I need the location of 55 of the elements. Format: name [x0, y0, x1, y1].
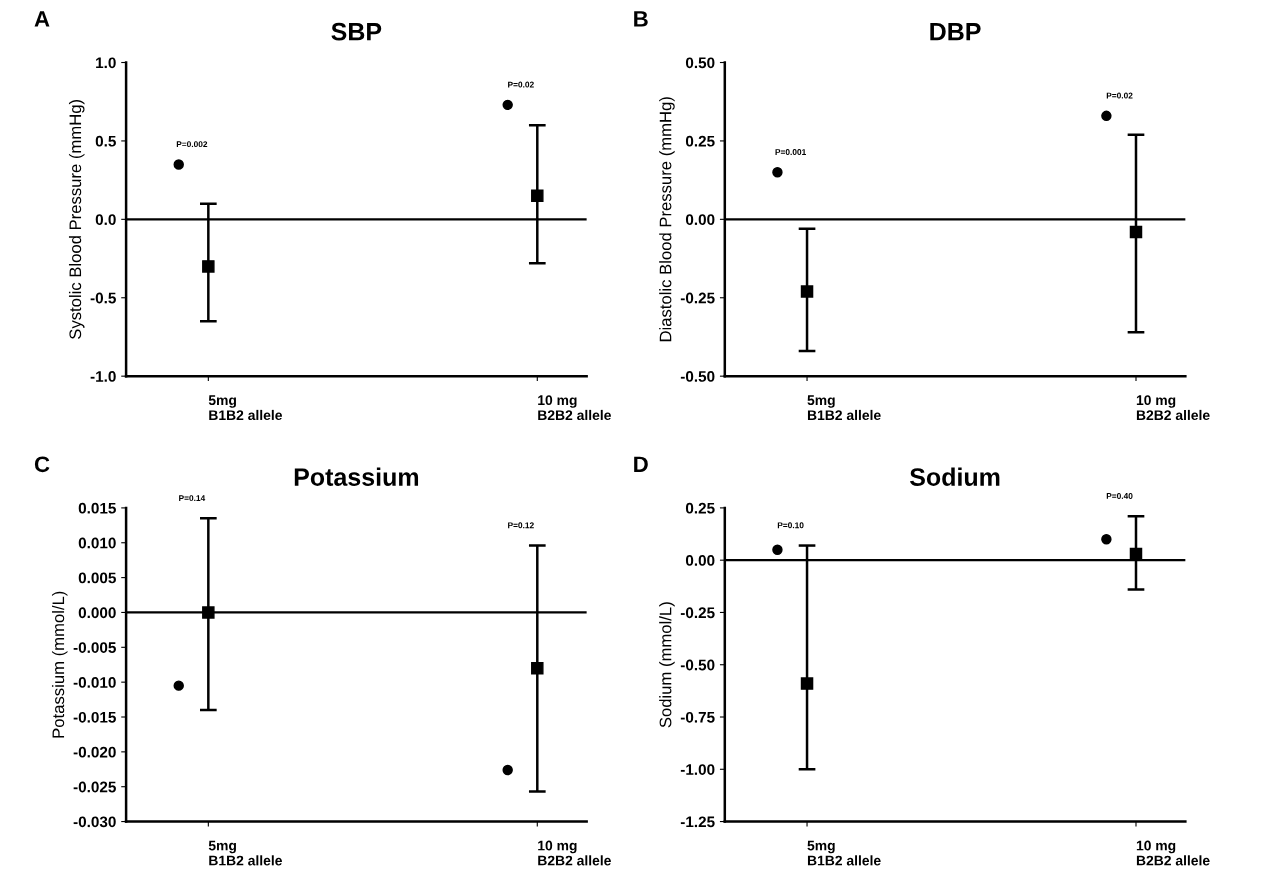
y-axis-title: Potassium (mmol/L) [51, 591, 68, 738]
y-tick-label: 0.50 [685, 57, 715, 69]
x-tick-label: 10 mg B2B2 allele [538, 840, 611, 866]
y-tick-label: -0.020 [73, 746, 116, 758]
y-tick-label: 0.010 [78, 537, 116, 549]
y-tick-label: -0.25 [680, 607, 715, 619]
annotation: P=0.002 [176, 141, 208, 148]
annotation: P=0.12 [508, 522, 534, 529]
annotation: P=0.10 [777, 522, 804, 529]
annotation: P=0.02 [508, 81, 534, 88]
x-tick-label: 5mg B1B2 allele [807, 395, 881, 421]
y-axis-title: Systolic Blood Pressure (mmHg) [68, 99, 85, 339]
x-tick-label: 5mg B1B2 allele [208, 840, 282, 866]
y-tick-label: -0.010 [73, 677, 116, 688]
y-tick-label: -0.025 [73, 781, 116, 793]
text: C [34, 456, 50, 473]
y-tick-label: 1.0 [96, 57, 116, 69]
y-tick-label: -0.50 [680, 659, 715, 671]
y-tick-label: 0.00 [685, 555, 715, 566]
annotation: P=0.02 [1106, 92, 1133, 99]
y-tick-label: -0.50 [680, 371, 715, 382]
chart-title: Potassium [294, 467, 419, 486]
y-tick-label: -1.00 [680, 764, 715, 775]
y-tick-label: -0.015 [73, 711, 116, 723]
y-tick-label: -0.005 [73, 642, 116, 653]
y-tick-label: 0.25 [685, 502, 715, 514]
x-tick-label: 10 mg B2B2 allele [538, 395, 611, 421]
text: P=0.14 [179, 495, 206, 502]
text: P=0.40 [1106, 493, 1133, 499]
y-tick-label: 0.005 [78, 572, 116, 584]
y-tick-label: -0.5 [90, 292, 116, 304]
chart-title: Sodium [909, 467, 1000, 486]
y-tick-label: -0.75 [680, 711, 715, 723]
y-tick-label: -1.25 [680, 816, 715, 828]
chart-title: SBP [331, 22, 382, 41]
y-tick-label: -0.25 [680, 292, 715, 304]
y-tick-label: -1.0 [90, 371, 116, 382]
x-tick-label: 10 mg B2B2 allele [1136, 840, 1210, 866]
y-axis-title: Sodium (mmol/L) [659, 602, 675, 728]
y-axis-title: Diastolic Blood Pressure (mmHg) [659, 97, 675, 342]
y-tick-label: 0.25 [685, 135, 715, 147]
x-tick-label: 5mg B1B2 allele [208, 395, 282, 421]
chart-title: DBP [930, 23, 981, 41]
y-tick-label: -0.030 [73, 816, 116, 828]
y-tick-label: 0.5 [95, 135, 116, 147]
y-tick-label: 0.00 [685, 214, 715, 226]
text: B [634, 11, 648, 27]
y-tick-label: 0.000 [78, 607, 116, 619]
text: D [634, 456, 648, 472]
x-tick-label: 5mg B1B2 allele [807, 840, 881, 866]
text: A [34, 11, 50, 27]
y-tick-label: 0.0 [95, 214, 116, 226]
x-tick-label: 10 mg B2B2 allele [1136, 395, 1210, 421]
y-tick-label: 0.015 [78, 502, 116, 514]
annotation: P=0.001 [775, 149, 806, 155]
